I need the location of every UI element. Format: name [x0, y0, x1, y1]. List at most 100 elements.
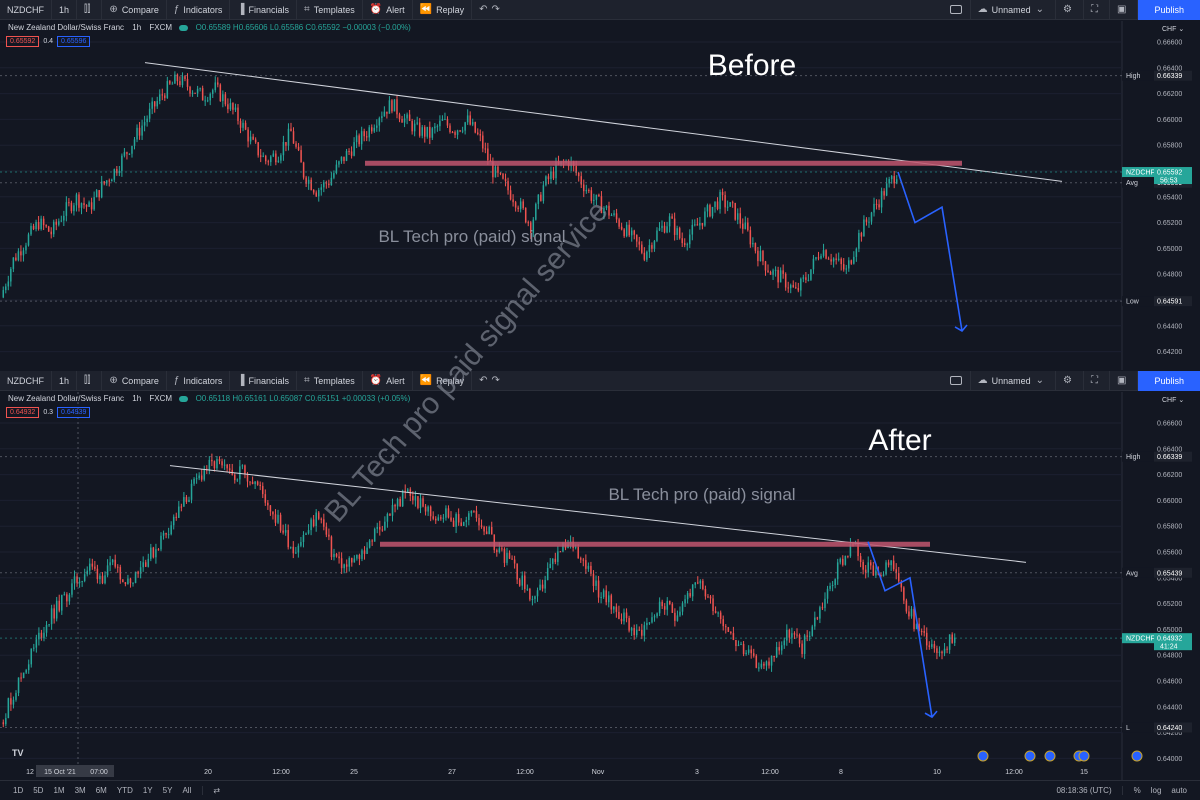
range-all[interactable]: All [182, 786, 192, 795]
snapshot-button[interactable]: ▣ [1110, 0, 1139, 20]
price-tag-value-bg [1154, 296, 1192, 307]
candle-body [190, 483, 193, 500]
range-3m[interactable]: 3M [74, 786, 86, 795]
interval-button[interactable]: 1h [52, 0, 78, 20]
candle-body [890, 176, 893, 180]
candle-body [47, 226, 50, 232]
signal-watermark: BL Tech pro (paid) signal [378, 227, 565, 246]
range-5d[interactable]: 5D [33, 786, 44, 795]
range-1d[interactable]: 1D [13, 786, 24, 795]
candle-body [457, 514, 460, 523]
compare-button[interactable]: ⊕ Compare [102, 0, 167, 20]
snapshot-button-2[interactable]: ▣ [1110, 370, 1139, 391]
candle-body [431, 128, 434, 138]
settings-button-2[interactable]: ⚙ [1056, 370, 1085, 391]
select-layout-icon[interactable] [949, 376, 962, 385]
alert-button[interactable]: ⏰ Alert [363, 0, 413, 20]
templates-button-2[interactable]: ⌗ Templates [297, 370, 363, 391]
utc-clock[interactable]: 08:18:36 (UTC) [1051, 786, 1123, 795]
candle-body [93, 197, 95, 210]
candle-body [147, 558, 150, 567]
candle-body [348, 557, 351, 567]
candle-body [514, 202, 517, 208]
range-ytd[interactable]: YTD [116, 786, 133, 795]
range-6m[interactable]: 6M [95, 786, 107, 795]
settings-button[interactable]: ⚙ [1056, 0, 1085, 20]
top-legend: New Zealand Dollar/Swiss Franc 1h FXCM O… [8, 23, 411, 32]
range-1y[interactable]: 1Y [142, 786, 153, 795]
candle-body [133, 139, 136, 146]
sell-price-button[interactable]: 0.65592 [6, 36, 40, 47]
candle-body [552, 171, 555, 179]
candle-body [45, 225, 47, 227]
price-axis-label: 0.64800 [1157, 272, 1182, 279]
fullscreen-button-2[interactable]: ⛶ [1084, 370, 1111, 391]
goto-date-icon[interactable]: ⇄ [202, 786, 225, 795]
candle-body [900, 581, 903, 588]
auto-toggle[interactable]: auto [1171, 786, 1187, 795]
candle-body [742, 643, 745, 654]
replay-label: Replay [436, 4, 465, 15]
candle-body [10, 268, 12, 282]
candle-body [426, 126, 429, 137]
candle-body [826, 588, 829, 599]
publish-button-2[interactable]: Publish [1138, 370, 1200, 391]
annotation-text: Before [708, 49, 796, 82]
indicators-button[interactable]: ƒ Indicators [167, 0, 231, 20]
candle-body [414, 496, 417, 501]
replay-button[interactable]: ⏪ Replay [413, 0, 473, 20]
interval-button-2[interactable]: 1h [52, 370, 78, 391]
candle-body [831, 584, 834, 587]
replay-button-2[interactable]: ⏪ Replay [413, 370, 473, 391]
candle-body [897, 573, 900, 582]
candle-body [524, 207, 527, 223]
price-tag-label-bg [1122, 177, 1164, 188]
bar-style-button[interactable]: ⫿⫿ [77, 0, 103, 20]
sell-price-button[interactable]: 0.64932 [6, 407, 40, 418]
indicators-button-2[interactable]: ƒ Indicators [167, 370, 231, 391]
candle-body [744, 222, 747, 229]
candle-body [284, 530, 287, 533]
candle-body [855, 248, 858, 257]
alarm-clock-icon: ⏰ [369, 375, 383, 386]
candle-body [714, 611, 717, 613]
candle-body [78, 194, 80, 208]
candle-body [66, 594, 68, 602]
buy-price-button[interactable]: 0.64939 [57, 407, 91, 418]
symbol-search-button-2[interactable]: NZDCHF [0, 370, 52, 391]
candle-body [732, 633, 735, 640]
bar-style-button-2[interactable]: ⫿⫿ [77, 370, 103, 391]
percent-toggle[interactable]: % [1133, 786, 1141, 795]
candle-body [111, 179, 113, 182]
candle-body [780, 645, 783, 651]
candle-body [184, 76, 186, 79]
candle-body [763, 663, 765, 666]
symbol-search-button[interactable]: NZDCHF [0, 0, 52, 20]
alert-button-2[interactable]: ⏰ Alert [363, 370, 413, 391]
candle-body [2, 290, 5, 298]
candle-body [386, 513, 389, 522]
range-5y[interactable]: 5Y [162, 786, 173, 795]
candle-body [697, 582, 699, 584]
candle-body [188, 499, 190, 503]
fullscreen-button[interactable]: ⛶ [1084, 0, 1111, 20]
templates-button[interactable]: ⌗ Templates [297, 0, 363, 20]
publish-button[interactable]: Publish [1138, 0, 1200, 20]
undo-button[interactable]: ↶ ↷ [472, 0, 511, 20]
candle-body [27, 664, 30, 671]
chart-canvas[interactable]: CHF ⌄ 0.66600 0.66400 0.66200 0.66000 0.65800… [0, 0, 1200, 780]
undo-button-2[interactable]: ↶ ↷ [472, 371, 511, 391]
layout-menu-2[interactable]: ☁ Unnamed ⌄ [969, 370, 1057, 391]
compare-button-2[interactable]: ⊕ Compare [102, 370, 167, 391]
candle-body [275, 153, 277, 163]
cloud-icon: ☁ [977, 4, 988, 15]
candle-body [396, 99, 398, 115]
select-layout-icon[interactable] [949, 5, 962, 14]
economic-event-icon [1044, 750, 1056, 762]
buy-price-button[interactable]: 0.65596 [57, 36, 91, 47]
financials-button-2[interactable]: ▐ Financials [230, 370, 298, 391]
financials-button[interactable]: ▐ Financials [230, 0, 298, 20]
range-1m[interactable]: 1M [53, 786, 65, 795]
layout-menu[interactable]: ☁ Unnamed ⌄ [969, 0, 1057, 20]
log-toggle[interactable]: log [1150, 786, 1162, 795]
